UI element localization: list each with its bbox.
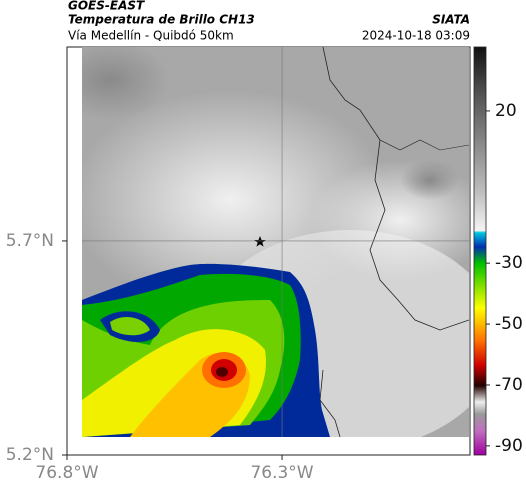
lon-tick-label: 76.8°W — [35, 463, 98, 483]
product: Temperatura de Brillo CH13 — [68, 13, 255, 27]
lat-tick-label: 5.7°N — [6, 231, 54, 251]
colorbar-tick-label: -50 — [495, 314, 523, 334]
colorbar — [473, 46, 487, 456]
route: Vía Medellín - Quibdó 50km — [68, 29, 234, 43]
satellite: GOES-EAST — [68, 0, 145, 13]
colorbar-tick-label: 20 — [495, 101, 517, 121]
colorbar-tick-label: -30 — [495, 253, 523, 273]
lon-tick-label: 76.3°W — [250, 463, 313, 483]
colorbar-tick-label: -70 — [495, 375, 523, 395]
map-image — [82, 47, 469, 437]
source: SIATA — [432, 13, 470, 27]
lat-tick-label: 5.2°N — [6, 445, 54, 465]
colorbar-tick-label: -90 — [495, 436, 523, 456]
datetime: 2024-10-18 03:09 — [362, 29, 470, 43]
